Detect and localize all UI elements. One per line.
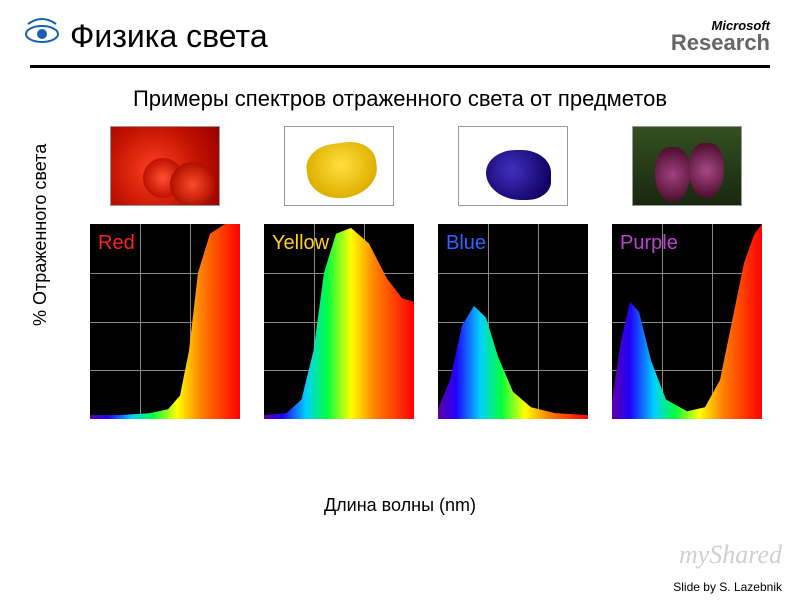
credit: Slide by S. Lazebnik xyxy=(673,580,782,594)
brand-bottom: Research xyxy=(671,32,770,54)
eye-logo-icon xyxy=(22,16,62,46)
spectrum-column: Blue xyxy=(438,126,588,419)
object-thumbnail xyxy=(110,126,220,206)
y-axis-label: % Отраженного света xyxy=(30,144,51,326)
x-axis-label: Длина волны (nm) xyxy=(0,495,800,516)
content-area: % Отраженного света RedYellowBluePurple … xyxy=(0,126,800,546)
brand-logo: Microsoft Research xyxy=(671,19,770,54)
spectrum-column: Yellow xyxy=(264,126,414,419)
spectrum-label: Purple xyxy=(620,232,678,255)
object-thumbnail xyxy=(632,126,742,206)
spectrum-label: Red xyxy=(98,232,135,255)
spectrum-plot: Purple xyxy=(612,224,762,419)
spectrum-plot: Yellow xyxy=(264,224,414,419)
title-rule xyxy=(30,65,770,68)
spectrum-label: Blue xyxy=(446,232,486,255)
object-thumbnail xyxy=(458,126,568,206)
page-subtitle: Примеры спектров отраженного света от пр… xyxy=(0,86,800,112)
spectra-grid: Red Yellow Blue Purple xyxy=(90,126,750,419)
spectrum-column: Red xyxy=(90,126,240,419)
object-thumbnail xyxy=(284,126,394,206)
spectrum-label: Yellow xyxy=(272,232,329,255)
page-title: Физика света xyxy=(70,18,671,55)
spectrum-plot: Red xyxy=(90,224,240,419)
spectrum-column: Purple xyxy=(612,126,762,419)
spectrum-plot: Blue xyxy=(438,224,588,419)
